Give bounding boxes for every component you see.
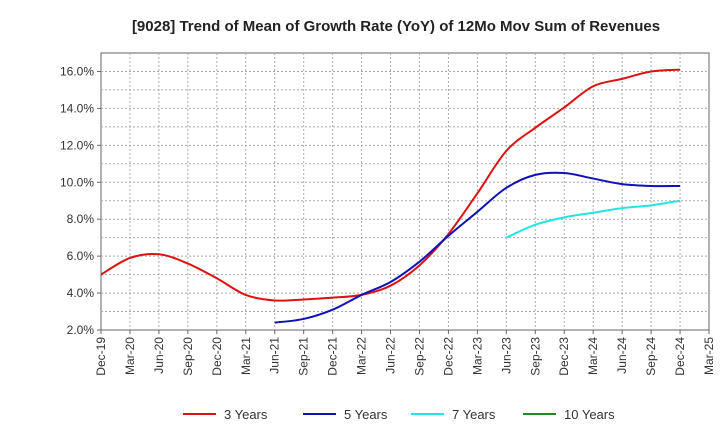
x-axis: Dec-19 Mar-20 Jun-20 Sep-20 Dec-20 Mar-21 Jun-… xyxy=(94,330,716,376)
x-tick-label: Mar-20 xyxy=(123,337,137,375)
y-tick-label: 14.0% xyxy=(60,101,94,115)
x-tick-label: Dec-19 xyxy=(94,337,108,376)
x-tick-label: Jun-23 xyxy=(499,337,513,374)
y-tick-label: 16.0% xyxy=(60,64,94,78)
x-tick-label: Jun-20 xyxy=(152,337,166,374)
x-tick-label: Dec-24 xyxy=(673,337,687,376)
y-tick-label: 8.0% xyxy=(67,212,95,226)
x-tick-label: Mar-24 xyxy=(586,337,600,375)
y-axis: 2.0% 4.0% 6.0% 8.0% 10.0% 12.0% 14.0% 16.0% xyxy=(60,64,101,337)
legend-label: 5 Years xyxy=(344,407,388,422)
y-tick-label: 4.0% xyxy=(67,286,95,300)
chart-title: [9028] Trend of Mean of Growth Rate (YoY… xyxy=(132,18,660,35)
x-tick-label: Mar-25 xyxy=(702,337,716,375)
legend: 3 Years 5 Years 7 Years 10 Years xyxy=(183,407,615,422)
x-tick-label: Dec-21 xyxy=(326,337,340,376)
series-line-5-years xyxy=(274,171,681,324)
series-group xyxy=(100,68,681,324)
y-tick-label: 10.0% xyxy=(60,175,94,189)
y-tick-label: 12.0% xyxy=(60,138,94,152)
plot-area xyxy=(100,52,710,331)
legend-label: 3 Years xyxy=(224,407,268,422)
x-tick-label: Sep-21 xyxy=(297,337,311,376)
y-tick-label: 6.0% xyxy=(67,249,95,263)
x-tick-label: Dec-22 xyxy=(441,337,455,376)
x-tick-label: Mar-23 xyxy=(470,337,484,375)
x-tick-label: Sep-24 xyxy=(644,337,658,376)
x-tick-label: Sep-22 xyxy=(412,337,426,376)
y-tick-label: 2.0% xyxy=(67,323,95,337)
series-line-3-years xyxy=(100,68,681,302)
x-tick-label: Dec-20 xyxy=(210,337,224,376)
grid xyxy=(101,53,709,330)
x-tick-label: Dec-23 xyxy=(557,337,571,376)
x-tick-label: Sep-23 xyxy=(528,337,542,376)
legend-label: 7 Years xyxy=(452,407,496,422)
x-tick-label: Jun-24 xyxy=(615,337,629,374)
series-line-7-years xyxy=(505,199,681,239)
x-tick-label: Jun-21 xyxy=(268,337,282,374)
x-tick-label: Mar-22 xyxy=(355,337,369,375)
x-tick-label: Jun-22 xyxy=(384,337,398,374)
legend-label: 10 Years xyxy=(564,407,615,422)
x-tick-label: Sep-20 xyxy=(181,337,195,376)
x-tick-label: Mar-21 xyxy=(239,337,253,375)
